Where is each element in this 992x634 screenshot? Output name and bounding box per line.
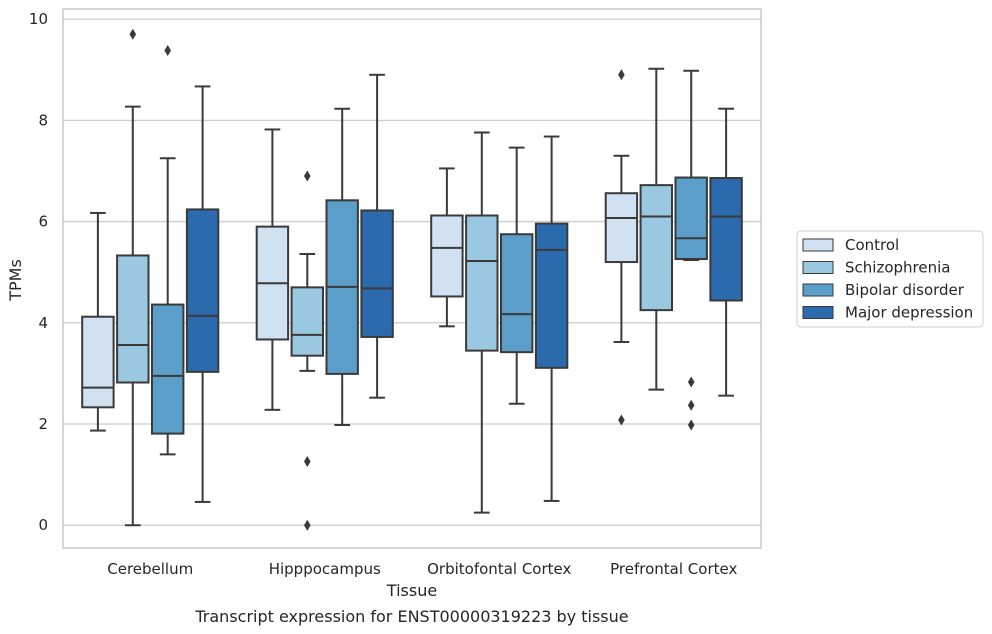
box-bipolar-disorder-hipppocampus [325, 107, 359, 427]
outlier-point [304, 519, 311, 531]
iqr-box [150, 303, 185, 435]
y-tick-label-0: 0 [38, 516, 48, 534]
box-major-depression-prefrontal-cortex [709, 107, 743, 397]
iqr-box [81, 315, 115, 409]
x-axis-ticks: Cerebellum Hipppocampus Orbitofontal Corte… [107, 560, 737, 578]
legend-swatch-control [802, 238, 834, 252]
box-control-prefrontal-cortex [604, 69, 639, 426]
outlier-point [687, 419, 695, 431]
iqr-box [709, 177, 743, 302]
y-axis-title: TPMs [6, 259, 25, 302]
legend-label-schizophrenia: Schizophrenia [845, 259, 950, 277]
box-schizophrenia-orbitofontal-cortex [465, 131, 499, 514]
iqr-box [360, 209, 394, 338]
legend-frame [796, 230, 984, 328]
chart-caption: Transcript expression for ENST0000031922… [194, 607, 628, 626]
x-axis-title: Tissue [386, 581, 437, 600]
box-major-depression-cerebellum [185, 85, 220, 503]
box-major-depression-orbitofontal-cortex [534, 135, 569, 502]
iqr-box [674, 176, 708, 261]
legend: Control Schizophrenia Bipolar disorder Majo… [796, 230, 984, 328]
outlier-point [304, 170, 311, 182]
outlier-point [618, 414, 625, 426]
y-axis-ticks: 0 2 4 6 8 10 [29, 10, 48, 534]
box-control-hipppocampus [255, 128, 290, 411]
series-schizophrenia [116, 28, 674, 531]
box-control-cerebellum [81, 211, 115, 432]
series-major-depression [185, 73, 743, 503]
box-series-layer [81, 28, 743, 531]
iqr-box [290, 286, 325, 357]
iqr-box [430, 214, 464, 298]
outlier-point [687, 376, 695, 388]
outlier-point [618, 69, 625, 81]
box-schizophrenia-hipppocampus [290, 170, 325, 531]
legend-label-bipolar-disorder: Bipolar disorder [845, 281, 965, 299]
iqr-box [604, 192, 639, 264]
x-tick-label-prefrontal-cortex: Prefrontal Cortex [610, 560, 737, 578]
x-tick-label-cerebellum: Cerebellum [107, 560, 193, 578]
outlier-point [129, 28, 137, 40]
y-tick-label-10: 10 [29, 10, 48, 28]
x-tick-label-orbitofontal-cortex: Orbitofontal Cortex [427, 560, 571, 578]
iqr-box [534, 222, 569, 369]
y-tick-label-2: 2 [38, 415, 48, 433]
box-schizophrenia-cerebellum [116, 28, 150, 527]
outlier-point [304, 455, 311, 467]
series-control [81, 69, 639, 432]
box-bipolar-disorder-cerebellum [150, 45, 185, 456]
box-control-orbitofontal-cortex [430, 167, 464, 328]
iqr-box [465, 214, 499, 352]
iqr-box [639, 184, 674, 312]
y-tick-label-6: 6 [38, 213, 48, 231]
box-bipolar-disorder-prefrontal-cortex [674, 69, 708, 431]
iqr-box [116, 254, 150, 384]
plot-area-frame [62, 8, 762, 549]
box-schizophrenia-prefrontal-cortex [639, 67, 674, 391]
y-tick-label-8: 8 [38, 111, 48, 129]
legend-swatch-bipolar-disorder [802, 283, 834, 297]
legend-label-control: Control [845, 236, 899, 254]
y-tick-label-4: 4 [38, 314, 48, 332]
x-tick-label-hipppocampus: Hipppocampus [269, 560, 381, 578]
iqr-box [185, 208, 220, 373]
legend-swatch-major-depression [802, 306, 834, 319]
series-bipolar-disorder [150, 45, 708, 456]
legend-label-major-depression: Major depression [845, 304, 973, 322]
outlier-point [687, 399, 695, 411]
iqr-box [499, 233, 534, 354]
legend-swatch-schizophrenia [802, 261, 834, 274]
box-major-depression-hipppocampus [360, 73, 394, 399]
box-bipolar-disorder-orbitofontal-cortex [499, 146, 534, 405]
outlier-point [164, 45, 171, 57]
